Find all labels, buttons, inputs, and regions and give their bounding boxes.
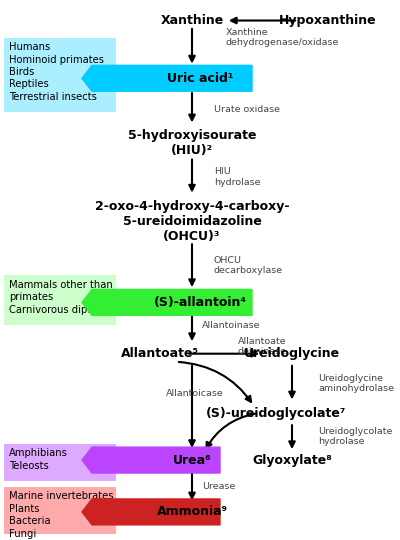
Text: Allantoate⁵: Allantoate⁵	[121, 347, 199, 360]
Polygon shape	[82, 499, 220, 525]
Text: Ureidoglycolate
hydrolase: Ureidoglycolate hydrolase	[318, 427, 392, 446]
Polygon shape	[82, 65, 252, 91]
Polygon shape	[82, 289, 252, 315]
Text: Uric acid¹: Uric acid¹	[167, 72, 233, 85]
Text: 5-hydroxyisourate
(HIU)²: 5-hydroxyisourate (HIU)²	[128, 129, 256, 157]
FancyBboxPatch shape	[4, 487, 116, 534]
Text: (S)-allantoin⁴: (S)-allantoin⁴	[154, 296, 246, 309]
Polygon shape	[82, 447, 220, 473]
Text: Urate oxidase: Urate oxidase	[214, 105, 280, 114]
Text: Xanthine: Xanthine	[160, 14, 224, 27]
Text: 2-oxo-4-hydroxy-4-carboxy-
5-ureidoimidazoline
(OHCU)³: 2-oxo-4-hydroxy-4-carboxy- 5-ureidoimida…	[95, 200, 289, 243]
Text: Marine invertebrates
Plants
Bacteria
Fungi: Marine invertebrates Plants Bacteria Fun…	[9, 491, 113, 538]
Text: Ureidoglycine
aminohydrolase: Ureidoglycine aminohydrolase	[318, 374, 394, 393]
Text: Mammals other than
primates
Carnivorous dipteras: Mammals other than primates Carnivorous …	[9, 280, 112, 314]
Text: Ammonia⁹: Ammonia⁹	[156, 505, 228, 518]
Text: Allantoinase: Allantoinase	[202, 321, 260, 329]
Text: Allantoate
deiminase: Allantoate deiminase	[238, 337, 287, 356]
Text: Urea⁶: Urea⁶	[173, 454, 211, 467]
Text: OHCU
decarboxylase: OHCU decarboxylase	[214, 256, 283, 275]
Text: Glyoxylate⁸: Glyoxylate⁸	[252, 454, 332, 467]
FancyBboxPatch shape	[4, 444, 116, 481]
FancyBboxPatch shape	[4, 275, 116, 325]
Text: Humans
Hominoid primates
Birds
Reptiles
Terrestrial insects: Humans Hominoid primates Birds Reptiles …	[9, 42, 104, 102]
Text: Amphibians
Teleosts: Amphibians Teleosts	[9, 448, 68, 470]
Text: (S)-ureidoglycolate⁷: (S)-ureidoglycolate⁷	[206, 407, 346, 420]
Text: Ureidoglycine: Ureidoglycine	[244, 347, 340, 360]
Text: Urease: Urease	[202, 482, 235, 491]
Text: Allantoicase: Allantoicase	[166, 389, 224, 397]
Text: HIU
hydrolase: HIU hydrolase	[214, 167, 260, 187]
FancyBboxPatch shape	[4, 38, 116, 112]
Text: Hypoxanthine: Hypoxanthine	[279, 14, 377, 27]
Text: Xanthine
dehydrogenase/oxidase: Xanthine dehydrogenase/oxidase	[226, 28, 339, 48]
